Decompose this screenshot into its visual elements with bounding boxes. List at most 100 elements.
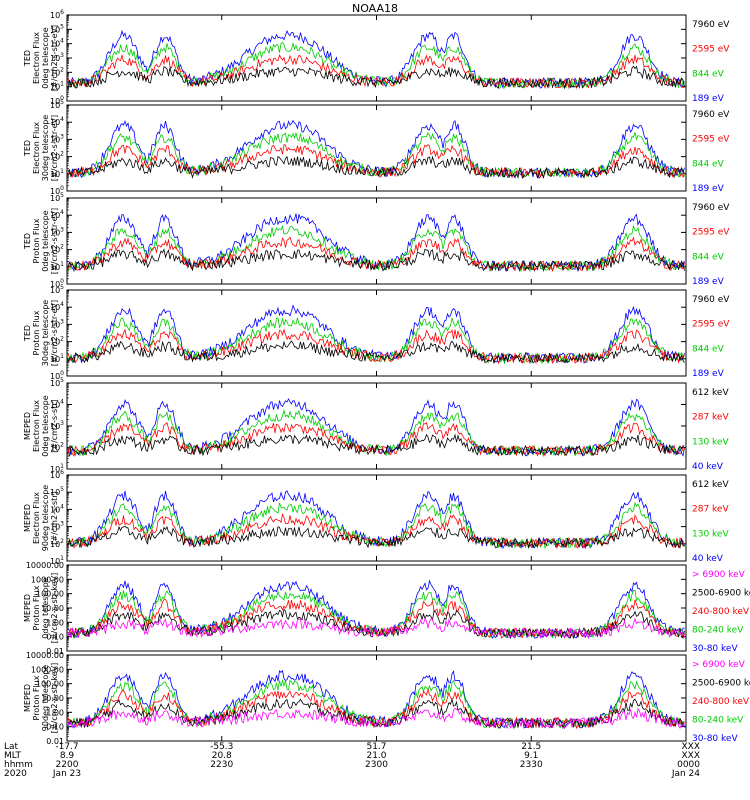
y-axis-label-line: 30deg telescope <box>41 300 50 367</box>
legend-entry: 844 eV <box>692 159 725 169</box>
legend-entry: 2595 eV <box>692 45 730 55</box>
y-axis-label-line: 0deg telescope <box>41 210 50 271</box>
y-tick-label: 101 <box>50 81 64 92</box>
y-tick-label: 104 <box>50 399 64 410</box>
panel-frame <box>66 289 687 377</box>
y-axis-label-line: [#/cm2-s-str-eV] <box>50 300 59 366</box>
series-trace <box>67 65 685 90</box>
legend-entry: 80-240 keV <box>692 626 744 636</box>
y-axis-label-line: Proton Flux <box>32 310 41 355</box>
y-tick-label: 100 <box>50 370 64 381</box>
panel-frame <box>66 654 687 742</box>
series-trace <box>67 248 685 273</box>
series-trace <box>67 340 685 365</box>
legend-entry: 2595 eV <box>692 228 730 238</box>
y-tick-label: 104 <box>50 38 64 49</box>
y-axis-label-line: TED <box>23 233 32 250</box>
y-tick-label: 105 <box>50 23 64 34</box>
legend-entry: 40 keV <box>692 554 724 564</box>
panel-4: 100 101 102 103 104 105 TED Proton Flux 30deg te… <box>23 284 730 381</box>
y-tick-label: 104 <box>50 301 64 312</box>
legend-entry: 7960 eV <box>692 20 730 30</box>
legend-entry: 7960 eV <box>692 295 730 305</box>
y-axis-label-line: 90deg telescope <box>41 665 50 732</box>
y-axis-label-line: 0deg telescope <box>41 395 50 456</box>
y-axis-label-line: 0deg telescope <box>41 27 50 88</box>
y-tick-label: 100.00 <box>36 590 64 599</box>
x-row-label: 2020 <box>4 769 27 779</box>
legend-entry: 2595 eV <box>692 135 730 145</box>
legend-entry: 287 keV <box>692 413 729 423</box>
y-tick-label: 10000.00 <box>26 561 64 570</box>
legend-entry: 844 eV <box>692 69 725 79</box>
y-tick-label: 104 <box>50 209 64 220</box>
series-trace <box>67 408 685 458</box>
series-trace <box>67 433 685 457</box>
series-trace <box>67 599 685 639</box>
y-axis-label-line: TED <box>23 325 32 342</box>
x-tick-label: 21.0 <box>366 751 386 761</box>
y-tick-label: 101 <box>50 463 64 474</box>
y-tick-label: 102 <box>50 538 64 549</box>
y-axis-label-line: Proton Flux <box>32 585 41 630</box>
series-trace <box>67 328 685 365</box>
y-axis-label-line: [#/cm2-s-str-keV] <box>50 573 59 644</box>
y-axis-label-line: Electron Flux <box>32 32 41 84</box>
y-axis-label-line: TED <box>23 50 32 67</box>
x-tick-label: 20.8 <box>212 751 232 761</box>
panel-7: 0.01 0.10 1.00 10.00 100.00 1000.00 10000.00 ME… <box>23 561 750 656</box>
legend-entry: 30-80 keV <box>692 734 738 744</box>
panel-frame <box>66 14 687 102</box>
y-axis-label-line: [#/cm2-s-str-eV] <box>50 25 59 91</box>
y-axis-label-line: Electron Flux <box>32 492 41 544</box>
legend-entry: 130 keV <box>692 437 729 447</box>
y-tick-label: 105 <box>50 99 64 110</box>
y-axis-label-line: 0deg telescope <box>41 577 50 638</box>
panel-5: 101 102 103 104 105 MEPED Electron Flux 0deg te… <box>23 377 729 474</box>
series-trace <box>67 608 685 640</box>
legend-entry: 7960 eV <box>692 203 730 213</box>
y-axis-label-line: [#/cm2-s-str-eV] <box>50 115 59 181</box>
y-axis-label-line: [#/cm2-s-str-keV] <box>50 663 59 734</box>
legend-entry: 844 eV <box>692 344 725 354</box>
y-tick-label: 101 <box>50 353 64 364</box>
legend-entry: 189 eV <box>692 184 725 194</box>
y-tick-label: 103 <box>50 52 64 63</box>
legend-entry: 80-240 keV <box>692 716 744 726</box>
y-tick-label: 103 <box>50 226 64 237</box>
series-trace <box>67 421 685 457</box>
y-tick-label: 0.01 <box>46 737 64 746</box>
x-tick-label: 8.9 <box>60 751 75 761</box>
y-axis-label-line: 90deg telescope <box>41 485 50 552</box>
legend-entry: 844 eV <box>692 252 725 262</box>
series-trace <box>67 54 685 90</box>
y-tick-label: 102 <box>50 244 64 255</box>
y-tick-label: 104 <box>50 116 64 127</box>
panel-8: 0.01 0.10 1.00 10.00 100.00 1000.00 10000.00 ME… <box>23 651 750 746</box>
legend-entry: 2500-6900 keV <box>692 589 750 599</box>
panel-3: 100 101 102 103 104 105 TED Proton Flux 0deg tel… <box>23 192 730 289</box>
y-tick-label: 10.00 <box>41 694 64 703</box>
y-tick-label: 103 <box>50 420 64 431</box>
series-trace <box>67 525 685 550</box>
x-tick-label: 2230 <box>210 760 233 770</box>
y-tick-label: 1.00 <box>46 618 64 627</box>
legend-entry: 189 eV <box>692 277 725 287</box>
series-trace <box>67 617 685 640</box>
y-tick-label: 102 <box>50 66 64 77</box>
panel-6: 101 102 103 104 105 106 MEPED Electron Flux 90de… <box>23 469 729 566</box>
x-row-label: MLT <box>4 751 22 761</box>
y-tick-label: 100 <box>50 95 64 106</box>
legend-entry: 7960 eV <box>692 110 730 120</box>
x-tick-label: XXX <box>682 751 701 761</box>
y-tick-label: 105 <box>50 192 64 203</box>
y-tick-label: 106 <box>50 469 64 480</box>
y-tick-label: 102 <box>50 336 64 347</box>
y-axis-label-line: Proton Flux <box>32 675 41 720</box>
panel-frame <box>66 474 687 562</box>
y-tick-label: 101 <box>50 261 64 272</box>
y-tick-label: 101 <box>50 168 64 179</box>
legend-entry: 2595 eV <box>692 320 730 330</box>
legend-entry: 189 eV <box>692 94 725 104</box>
